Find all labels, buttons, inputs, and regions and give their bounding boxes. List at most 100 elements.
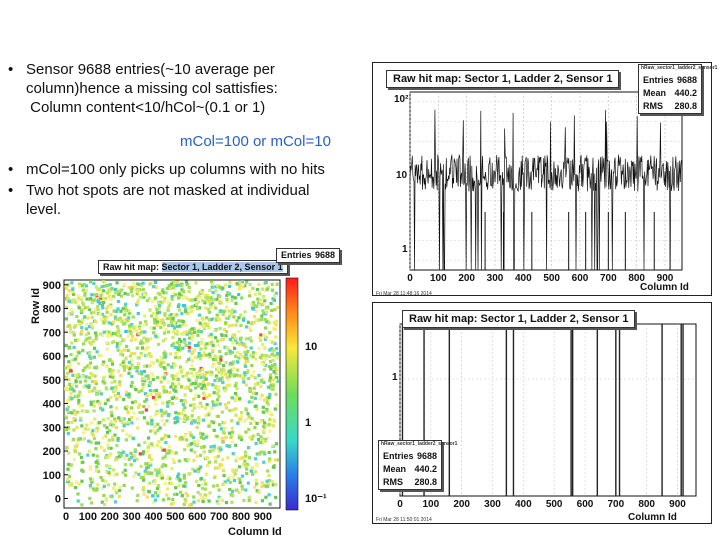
heatmap-cell: [120, 420, 124, 424]
heatmap-cell: [87, 439, 91, 443]
heatmap-cell: [243, 364, 247, 368]
heatmap-cell: [130, 421, 134, 425]
heatmap-cell: [238, 418, 242, 422]
heatmap-cell: [159, 300, 163, 304]
heatmap-cell: [177, 484, 181, 488]
heatmap-cell: [187, 341, 192, 345]
heatmap-cell: [160, 414, 164, 418]
heatmap-cell: [111, 375, 115, 379]
heatmap-panel: 900 800 700 600 500 400 300 200 100 0 0 100 200 300 40…: [28, 244, 344, 538]
heatmap-cell: [225, 384, 230, 388]
heatmap-cell: [139, 464, 143, 468]
heatmap-cell: [116, 299, 121, 303]
heatmap-cell: [203, 393, 207, 397]
heatmap-cell: [272, 349, 276, 353]
heatmap-cell: [126, 422, 130, 426]
heatmap-cell: [195, 375, 199, 379]
heatmap-cell: [200, 290, 204, 294]
heatmap-cell: [244, 418, 248, 422]
heatmap-cell: [198, 492, 202, 497]
heatmap-cell: [234, 443, 238, 447]
heatmap-cell: [109, 446, 113, 450]
heatmap-cell: [203, 322, 207, 326]
heatmap-cell: [166, 363, 170, 367]
heatmap-cell: [94, 441, 98, 445]
heatmap-cell: [207, 300, 211, 304]
heatmap-cell: [228, 409, 232, 413]
top-plot-stats: hRaw_sector1_ladder2_sensor1 Entries 9688…: [638, 64, 717, 114]
heatmap-cell: [246, 481, 250, 485]
heatmap-cell: [139, 354, 143, 358]
heatmap-cell: [180, 494, 184, 498]
heatmap-cell: [197, 351, 201, 355]
heatmap-cell: [156, 486, 160, 490]
heatmap-cell: [266, 423, 270, 427]
heatmap-cell: [239, 414, 244, 418]
heatmap-cell: [128, 354, 133, 358]
heatmap-cell: [247, 400, 251, 404]
heatmap-cell: [171, 335, 175, 339]
heatmap-cell: [231, 396, 235, 400]
heatmap-cell: [130, 380, 134, 385]
heatmap-cell: [76, 394, 80, 398]
heatmap-cell: [223, 421, 227, 425]
heatmap-cell: [174, 355, 178, 359]
heatmap-cell: [161, 385, 165, 389]
heatmap-cell: [110, 362, 115, 366]
heatmap-cell: [216, 317, 220, 321]
heatmap-cell: [170, 365, 174, 369]
heatmap-cell: [234, 301, 238, 305]
heatmap-cell: [105, 291, 109, 295]
heatmap-cell: [187, 311, 191, 315]
heatmap-cell: [142, 293, 147, 297]
heatmap-cell: [243, 459, 247, 463]
x-tick-label: 700: [600, 273, 617, 284]
heatmap-cell: [248, 388, 252, 392]
heatmap-cell: [218, 377, 222, 381]
heatmap-cell: [100, 312, 104, 316]
heatmap-cell: [92, 437, 97, 441]
heatmap-cell: [204, 435, 208, 439]
heatmap-cell: [261, 405, 265, 409]
heatmap-cell: [201, 380, 205, 384]
heatmap-cell: [102, 360, 106, 364]
heatmap-cell: [247, 427, 251, 431]
heatmap-cell: [147, 490, 151, 494]
heatmap-cell: [145, 449, 149, 453]
heatmap-cell: [224, 360, 228, 364]
heatmap-cell: [140, 346, 145, 350]
heatmap-cell: [200, 367, 205, 372]
heatmap-cell: [169, 313, 174, 317]
heatmap-cell: [198, 306, 202, 310]
heatmap-cell: [211, 344, 215, 348]
heatmap-cell: [85, 423, 89, 427]
heatmap-cell: [98, 390, 102, 394]
heatmap-cell: [123, 307, 127, 311]
heatmap-cell: [197, 294, 201, 298]
heatmap-cell: [268, 348, 272, 352]
heatmap-cell: [268, 392, 272, 396]
heatmap-cell: [119, 453, 123, 457]
heatmap-cell: [244, 337, 249, 341]
heatmap-cell: [151, 299, 155, 303]
heatmap-cell: [237, 293, 241, 297]
heatmap-cell: [155, 473, 159, 477]
heatmap-cell: [210, 302, 214, 306]
heatmap-cell: [71, 382, 75, 386]
heatmap-cell: [73, 357, 77, 361]
heatmap-cell: [233, 384, 237, 388]
heatmap-cell: [234, 381, 238, 385]
heatmap-cell: [258, 421, 262, 425]
heatmap-cell: [253, 457, 258, 461]
heatmap-cell: [268, 360, 273, 364]
heatmap-cell: [147, 465, 151, 469]
heatmap-cell: [248, 336, 253, 340]
heatmap-cell: [219, 427, 223, 431]
heatmap-cell: [248, 290, 252, 294]
heatmap-cell: [164, 389, 169, 393]
heatmap-cell: [273, 327, 277, 331]
heatmap-cell: [205, 298, 209, 302]
heatmap-cell: [227, 401, 231, 405]
heatmap-cell: [272, 364, 276, 368]
heatmap-cell: [261, 437, 265, 441]
